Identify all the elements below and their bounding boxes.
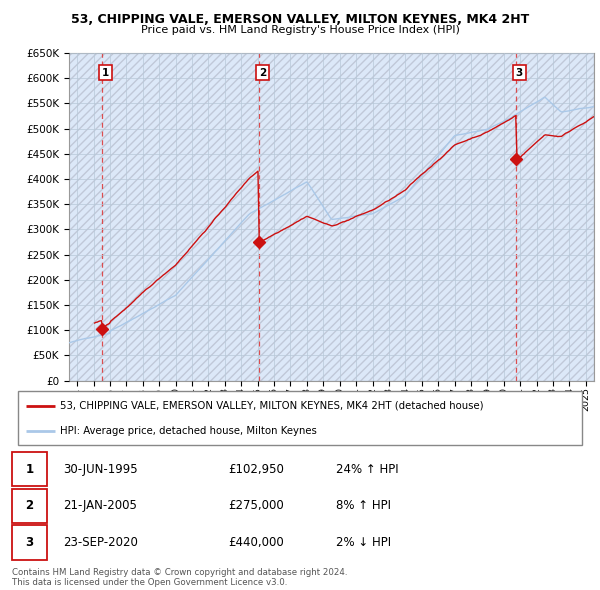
Text: £275,000: £275,000 — [228, 499, 284, 513]
Text: 53, CHIPPING VALE, EMERSON VALLEY, MILTON KEYNES, MK4 2HT: 53, CHIPPING VALE, EMERSON VALLEY, MILTO… — [71, 13, 529, 26]
Text: 30-JUN-1995: 30-JUN-1995 — [63, 463, 137, 476]
Text: 24% ↑ HPI: 24% ↑ HPI — [336, 463, 398, 476]
FancyBboxPatch shape — [12, 489, 47, 523]
Text: 2% ↓ HPI: 2% ↓ HPI — [336, 536, 391, 549]
Text: 53, CHIPPING VALE, EMERSON VALLEY, MILTON KEYNES, MK4 2HT (detached house): 53, CHIPPING VALE, EMERSON VALLEY, MILTO… — [60, 401, 484, 411]
Text: 1: 1 — [25, 463, 34, 476]
Text: Contains HM Land Registry data © Crown copyright and database right 2024.
This d: Contains HM Land Registry data © Crown c… — [12, 568, 347, 587]
Text: 1: 1 — [102, 68, 109, 78]
Text: £440,000: £440,000 — [228, 536, 284, 549]
FancyBboxPatch shape — [12, 452, 47, 486]
Text: 3: 3 — [25, 536, 34, 549]
Text: £102,950: £102,950 — [228, 463, 284, 476]
Text: Price paid vs. HM Land Registry's House Price Index (HPI): Price paid vs. HM Land Registry's House … — [140, 25, 460, 35]
Text: 23-SEP-2020: 23-SEP-2020 — [63, 536, 138, 549]
FancyBboxPatch shape — [18, 391, 582, 445]
Text: 2: 2 — [259, 68, 266, 78]
Text: 3: 3 — [516, 68, 523, 78]
Text: 21-JAN-2005: 21-JAN-2005 — [63, 499, 137, 513]
Text: 2: 2 — [25, 499, 34, 513]
Text: 8% ↑ HPI: 8% ↑ HPI — [336, 499, 391, 513]
Text: HPI: Average price, detached house, Milton Keynes: HPI: Average price, detached house, Milt… — [60, 426, 317, 436]
FancyBboxPatch shape — [12, 526, 47, 560]
